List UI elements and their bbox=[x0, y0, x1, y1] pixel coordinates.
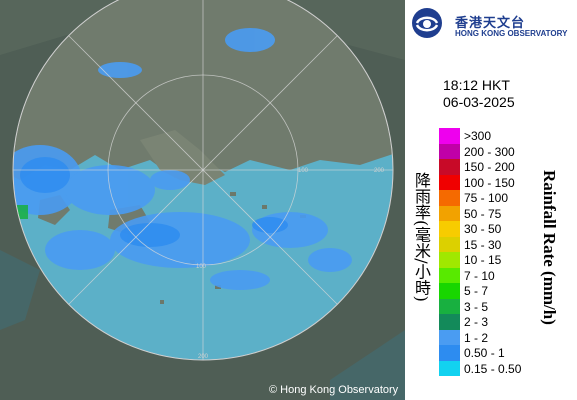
legend-swatch bbox=[439, 360, 460, 376]
legend-row: 3 - 5 bbox=[439, 298, 497, 314]
legend-row: 200 - 300 bbox=[439, 143, 515, 159]
legend-range-label: 0.50 - 1 bbox=[464, 346, 505, 360]
range-ring-label: 200 bbox=[374, 168, 385, 174]
range-ring-label: 200 bbox=[198, 354, 209, 360]
legend-range-label: 75 - 100 bbox=[464, 191, 509, 205]
mainland-land bbox=[13, 0, 393, 180]
legend-row: 0.15 - 0.50 bbox=[439, 360, 521, 376]
timestamp-date: 06-03-2025 bbox=[443, 94, 515, 110]
legend-range-label: 150 - 200 bbox=[464, 160, 515, 174]
legend-range-label: 3 - 5 bbox=[464, 299, 489, 314]
legend-swatch bbox=[439, 128, 460, 144]
legend-range-label: 0.15 - 0.50 bbox=[464, 361, 522, 376]
legend-swatch bbox=[439, 267, 460, 283]
legend-row: 2 - 3 bbox=[439, 314, 497, 330]
legend-row: 7 - 10 bbox=[439, 267, 497, 283]
range-ring-label: 100 bbox=[298, 168, 309, 174]
legend-range-label: 200 - 300 bbox=[464, 144, 515, 159]
legend-row: 15 - 30 bbox=[439, 236, 501, 252]
hko-logo-icon bbox=[412, 8, 442, 38]
legend-row: 100 - 150 bbox=[439, 174, 515, 190]
legend-swatch bbox=[439, 345, 460, 361]
legend-range-label: 5 - 7 bbox=[464, 284, 489, 298]
legend-swatch bbox=[439, 283, 460, 299]
radar-map-graphic: 100 100 200 200 bbox=[0, 0, 405, 400]
legend-swatch bbox=[439, 298, 460, 314]
range-rings bbox=[13, 0, 393, 360]
legend-row: 75 - 100 bbox=[439, 190, 508, 206]
legend-swatch bbox=[439, 221, 460, 237]
legend-swatch bbox=[439, 205, 460, 221]
legend-swatch bbox=[439, 174, 460, 190]
legend-range-label: 50 - 75 bbox=[464, 206, 502, 221]
hko-logo[interactable]: 香港天文台 HONG KONG OBSERVATORY bbox=[411, 7, 577, 39]
radar-map[interactable]: 100 100 200 200 © Hong Kong Observatory bbox=[0, 0, 405, 400]
legend-row: 5 - 7 bbox=[439, 283, 497, 299]
legend-title-chinese: 降雨率(毫米/小時) bbox=[412, 172, 431, 302]
legend-swatch bbox=[439, 236, 460, 252]
timestamp-time: 18:12 HKT bbox=[443, 77, 510, 93]
legend-swatch bbox=[439, 190, 460, 206]
legend-swatch bbox=[439, 159, 460, 175]
logo-chinese-name: 香港天文台 bbox=[455, 15, 526, 30]
legend-row: 0.50 - 1 bbox=[439, 345, 505, 361]
legend-swatch bbox=[439, 143, 460, 159]
rainfall-scale: >300 200 - 300 150 - 200 100 - 150 75 - 100 5… bbox=[439, 128, 521, 376]
legend-row: 50 - 75 bbox=[439, 205, 501, 221]
range-ring-label: 100 bbox=[196, 264, 207, 270]
legend-range-label: 10 - 15 bbox=[464, 253, 502, 267]
legend-range-label: 30 - 50 bbox=[464, 222, 502, 236]
legend-row: 30 - 50 bbox=[439, 221, 501, 237]
legend-title-english: Rainfall Rate (mm/h) bbox=[540, 170, 559, 325]
legend-range-label: 1 - 2 bbox=[464, 330, 489, 345]
legend-range-label: 7 - 10 bbox=[464, 268, 495, 283]
legend-swatch bbox=[439, 252, 460, 268]
legend-range-label: 100 - 150 bbox=[464, 175, 515, 190]
legend-row: 150 - 200 bbox=[439, 159, 515, 175]
logo-english-name: HONG KONG OBSERVATORY bbox=[455, 29, 568, 38]
legend-row: 1 - 2 bbox=[439, 329, 497, 345]
legend-range-label: 15 - 30 bbox=[464, 237, 502, 252]
legend-row: >300 bbox=[439, 128, 497, 144]
copyright-text: © Hong Kong Observatory bbox=[269, 384, 399, 396]
legend-range-label: 2 - 3 bbox=[464, 315, 489, 329]
legend-swatch bbox=[439, 329, 460, 345]
legend-swatch bbox=[439, 314, 460, 330]
legend-range-label: >300 bbox=[464, 129, 492, 143]
legend-row: 10 - 15 bbox=[439, 252, 501, 268]
legend-panel: 香港天文台 HONG KONG OBSERVATORY 18:12 HKT 06… bbox=[405, 0, 577, 400]
